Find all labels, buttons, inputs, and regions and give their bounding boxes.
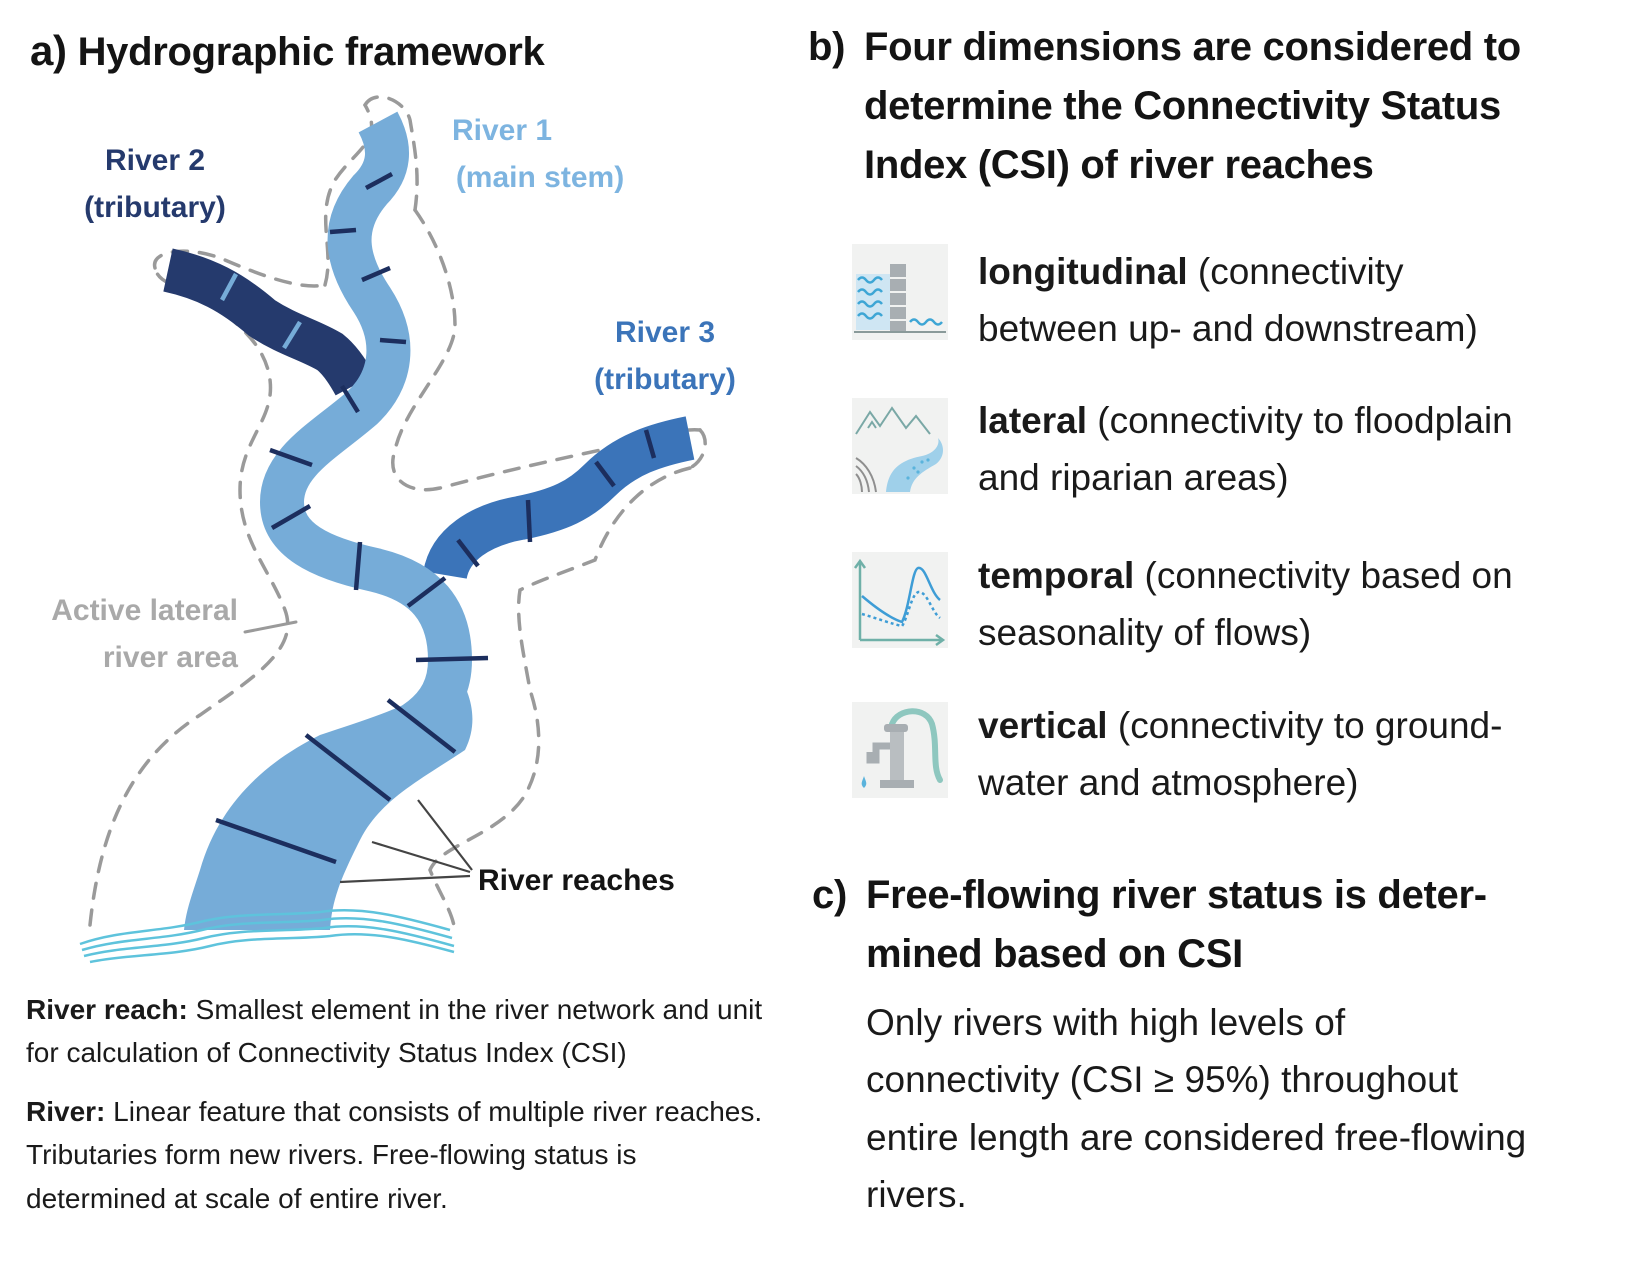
river-reaches-label: River reaches — [478, 864, 675, 897]
definition-river-term: River: — [26, 1096, 106, 1127]
dimension-temporal-term: temporal — [978, 555, 1135, 596]
active-area-line1: Active lateral — [51, 594, 238, 627]
river-3-reach-dividers — [456, 429, 657, 568]
boundary-river2-top — [153, 249, 327, 288]
panel-c-body-line-3: entire length are considered free-flowin… — [866, 1116, 1527, 1158]
active-area-line2: river area — [102, 640, 238, 674]
river-network-diagram — [79, 95, 707, 964]
panel-c-body-line-2: connectivity (CSI ≥ 95%) throughout — [866, 1059, 1459, 1101]
definition-river-line-2: Tributaries form new rivers. Free-flowin… — [26, 1139, 637, 1171]
boundary-right — [428, 466, 692, 937]
definition-river-line-3: determined at scale of entire river. — [26, 1182, 448, 1214]
river-1-role: (main stem) — [455, 160, 625, 194]
dimension-vertical-line-2: water and atmosphere) — [978, 761, 1359, 803]
dimension-vertical: vertical (connectivity to ground- water … — [978, 698, 1618, 811]
dimension-lateral-line-2: and riparian areas) — [978, 456, 1289, 498]
water-waves — [79, 909, 455, 964]
panel-c-title: Free-flowing river status is deter- mine… — [866, 866, 1606, 984]
water-pump-icon — [852, 702, 948, 798]
definition-river-line-1: Linear feature that consists of multiple… — [113, 1096, 763, 1127]
river-1-reach-dividers — [215, 172, 489, 865]
dimension-longitudinal-line-2: between up- and downstream) — [978, 307, 1478, 349]
definition-river: River: Linear feature that consists of m… — [26, 1090, 816, 1220]
panel-c-title-line-2: mined based on CSI — [866, 932, 1243, 977]
river-1-lower-channel — [184, 670, 473, 930]
definition-river-reach-term: River reach: — [26, 994, 188, 1025]
boundary-river1-top — [363, 95, 419, 212]
panel-a-letter: a) — [30, 27, 67, 74]
river-3-role: (tributary) — [594, 362, 736, 396]
dimension-lateral-term: lateral — [978, 400, 1088, 441]
active-area-label: Active lateral river area — [28, 588, 238, 681]
panel-b-title-line-1: Four dimensions are considered to — [864, 25, 1521, 69]
dam-waves-icon — [852, 244, 948, 340]
river-1-name: River 1 — [452, 114, 553, 147]
river-2-name: River 2 — [104, 144, 206, 177]
panel-c-body: Only rivers with high levels of connecti… — [866, 994, 1606, 1223]
river-1-label: River 1 (main stem) — [440, 108, 640, 201]
river-3-channel — [423, 416, 695, 581]
dimension-vertical-line-1: (connectivity to ground- — [1107, 705, 1503, 746]
panel-b-title-line-3: Index (CSI) of river reaches — [864, 143, 1374, 188]
dimension-temporal-line-1: (connectivity based on — [1134, 555, 1513, 596]
active-area-pointer — [243, 620, 298, 634]
panel-a-title: Hydrographic framework — [77, 30, 545, 74]
panel-c-title-line-1: Free-flowing river status is deter- — [866, 873, 1487, 917]
panel-c-body-line-4: rivers. — [866, 1174, 967, 1216]
river-2-label: River 2 (tributary) — [70, 138, 240, 231]
floodplain-mountains-icon — [852, 398, 948, 494]
boundary-left — [88, 266, 290, 927]
river-2-role: (tributary) — [84, 190, 226, 224]
boundary-river3-tip — [688, 428, 707, 470]
dimension-temporal: temporal (connectivity based on seasonal… — [978, 548, 1618, 661]
dimension-lateral-line-1: (connectivity to floodplain — [1087, 400, 1513, 441]
river-3-label: River 3 (tributary) — [580, 310, 750, 403]
definition-river-reach-line-1: Smallest element in the river network an… — [195, 994, 763, 1025]
panel-a-heading: a) Hydrographic framework — [30, 20, 545, 82]
panel-c-letter: c) — [812, 873, 847, 917]
panel-c-body-line-1: Only rivers with high levels of — [866, 1002, 1346, 1043]
dimension-lateral: lateral (connectivity to floodplain and … — [978, 393, 1618, 506]
hydrograph-icon — [852, 552, 948, 648]
panel-b-letter: b) — [808, 25, 846, 69]
panel-b-title-line-2: determine the Connectivity Status — [864, 84, 1501, 129]
river-2-channel — [163, 248, 375, 396]
dimension-longitudinal-line-1: (connectivity — [1187, 251, 1404, 292]
river-1-channel — [259, 111, 473, 779]
river-3-name: River 3 — [614, 316, 716, 349]
dimension-temporal-line-2: seasonality of flows) — [978, 611, 1312, 653]
dimension-longitudinal: longitudinal (connectivity between up- a… — [978, 244, 1598, 357]
dimension-vertical-term: vertical — [978, 705, 1108, 746]
river-2-reach-dividers — [220, 272, 302, 350]
dimension-longitudinal-term: longitudinal — [978, 251, 1188, 292]
definition-river-reach: River reach: Smallest element in the riv… — [26, 988, 806, 1075]
definition-river-reach-line-2: for calculation of Connectivity Status I… — [26, 1037, 627, 1069]
river-reaches-pointers — [339, 799, 473, 884]
panel-b-title: Four dimensions are considered to determ… — [864, 18, 1584, 196]
